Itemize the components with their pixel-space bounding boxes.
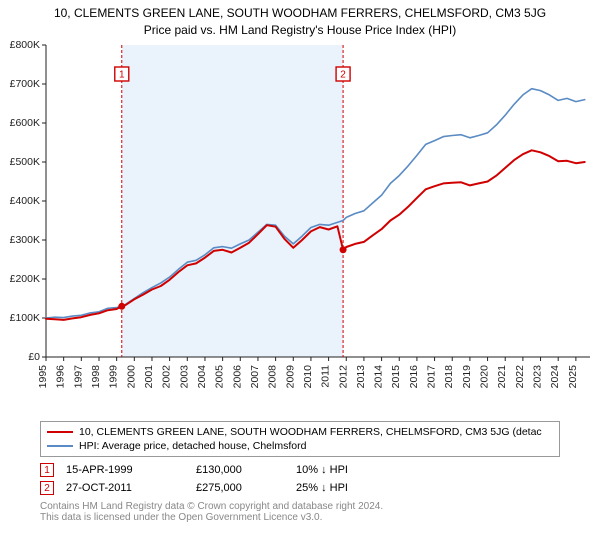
svg-text:2019: 2019 xyxy=(461,365,473,389)
transaction-marker: 2 xyxy=(40,481,54,495)
svg-text:£800K: £800K xyxy=(10,39,40,51)
svg-text:2012: 2012 xyxy=(337,365,349,389)
transaction-date: 27-OCT-2011 xyxy=(66,482,196,494)
svg-text:1996: 1996 xyxy=(55,365,67,389)
svg-text:1998: 1998 xyxy=(90,365,102,389)
svg-text:2000: 2000 xyxy=(125,365,137,389)
svg-text:2021: 2021 xyxy=(496,365,508,389)
svg-text:2011: 2011 xyxy=(320,365,332,388)
svg-text:2004: 2004 xyxy=(196,365,208,389)
svg-text:£0: £0 xyxy=(28,351,40,363)
svg-text:2017: 2017 xyxy=(426,365,438,389)
legend-label: HPI: Average price, detached house, Chel… xyxy=(79,440,306,452)
svg-text:2008: 2008 xyxy=(267,365,279,389)
legend-label: 10, CLEMENTS GREEN LANE, SOUTH WOODHAM F… xyxy=(79,426,542,438)
svg-text:2002: 2002 xyxy=(161,365,173,389)
svg-text:£100K: £100K xyxy=(10,312,40,324)
transaction-note: 10% ↓ HPI xyxy=(296,464,348,476)
legend: 10, CLEMENTS GREEN LANE, SOUTH WOODHAM F… xyxy=(40,421,560,457)
svg-text:1: 1 xyxy=(119,70,125,81)
legend-item: 10, CLEMENTS GREEN LANE, SOUTH WOODHAM F… xyxy=(47,425,553,439)
price-chart: £0 £100K £200K £300K £400K £500K £600K £700K £80… xyxy=(0,39,600,419)
transaction-row: 2 27-OCT-2011 £275,000 25% ↓ HPI xyxy=(40,479,560,497)
svg-text:2013: 2013 xyxy=(355,365,367,389)
svg-text:£500K: £500K xyxy=(10,156,40,168)
svg-text:2006: 2006 xyxy=(231,365,243,389)
transactions-table: 1 15-APR-1999 £130,000 10% ↓ HPI 2 27-OC… xyxy=(40,461,560,497)
svg-text:£300K: £300K xyxy=(10,234,40,246)
svg-text:2025: 2025 xyxy=(567,365,579,389)
svg-text:2018: 2018 xyxy=(443,365,455,389)
svg-text:2022: 2022 xyxy=(514,365,526,389)
transaction-price: £130,000 xyxy=(196,464,296,476)
svg-text:£700K: £700K xyxy=(10,78,40,90)
svg-text:2003: 2003 xyxy=(178,365,190,389)
svg-text:£200K: £200K xyxy=(10,273,40,285)
svg-text:1999: 1999 xyxy=(108,365,120,389)
svg-text:1995: 1995 xyxy=(37,365,49,389)
footer: Contains HM Land Registry data © Crown c… xyxy=(40,501,560,523)
transaction-note: 25% ↓ HPI xyxy=(296,482,348,494)
footer-line: This data is licensed under the Open Gov… xyxy=(40,512,560,523)
svg-text:2015: 2015 xyxy=(390,365,402,389)
transaction-marker: 1 xyxy=(40,463,54,477)
svg-text:2016: 2016 xyxy=(408,365,420,389)
svg-text:2: 2 xyxy=(340,70,346,81)
svg-text:2020: 2020 xyxy=(479,365,491,389)
transaction-price: £275,000 xyxy=(196,482,296,494)
svg-text:2024: 2024 xyxy=(549,365,561,389)
transaction-row: 1 15-APR-1999 £130,000 10% ↓ HPI xyxy=(40,461,560,479)
svg-text:2010: 2010 xyxy=(302,365,314,389)
svg-text:1997: 1997 xyxy=(72,365,84,389)
svg-text:2001: 2001 xyxy=(143,365,155,389)
svg-text:2007: 2007 xyxy=(249,365,261,389)
svg-text:£600K: £600K xyxy=(10,117,40,129)
address-title: 10, CLEMENTS GREEN LANE, SOUTH WOODHAM F… xyxy=(0,6,600,20)
legend-item: HPI: Average price, detached house, Chel… xyxy=(47,439,553,453)
transaction-date: 15-APR-1999 xyxy=(66,464,196,476)
svg-text:2014: 2014 xyxy=(373,365,385,389)
svg-text:2023: 2023 xyxy=(532,365,544,389)
svg-text:2005: 2005 xyxy=(214,365,226,389)
svg-text:£400K: £400K xyxy=(10,195,40,207)
subtitle: Price paid vs. HM Land Registry's House … xyxy=(0,23,600,37)
svg-text:2009: 2009 xyxy=(284,365,296,389)
footer-line: Contains HM Land Registry data © Crown c… xyxy=(40,501,560,512)
